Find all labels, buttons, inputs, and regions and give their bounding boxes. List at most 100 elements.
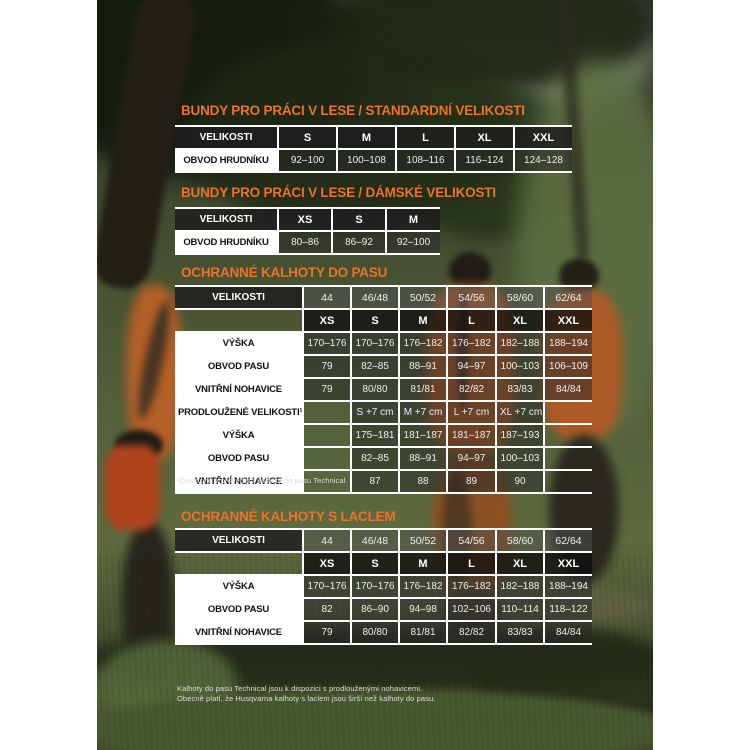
- value-cell: 87: [350, 469, 400, 494]
- size-header-cell: 50/52: [398, 528, 448, 553]
- value-cell: 188–194: [543, 331, 592, 356]
- chainsaw: [105, 445, 160, 530]
- size-header-cell: 62/64: [543, 285, 592, 310]
- page-footnotes: Kalhoty do pasu Technical jsou k dispozi…: [177, 684, 435, 704]
- value-cell: 80/80: [350, 620, 400, 645]
- value-cell: M +7 cm: [398, 400, 448, 425]
- row-label: VELIKOSTI: [175, 207, 279, 232]
- table-row: VÝŠKA 175–181 181–187 181–187 187–193: [175, 423, 592, 448]
- value-cell: 102–106: [446, 597, 497, 622]
- value-cell: 90: [495, 469, 545, 494]
- value-cell: 181–187: [398, 423, 448, 448]
- value-cell: 176–182: [446, 574, 497, 599]
- value-cell: 86–92: [331, 230, 387, 255]
- value-cell: 84/84: [543, 620, 592, 645]
- row-label: VNITŘNÍ NOHAVICE: [175, 469, 304, 494]
- empty-cell: [175, 551, 304, 576]
- size-header-cell: 58/60: [495, 528, 545, 553]
- size-letter-cell: S: [350, 551, 400, 576]
- value-cell: 100–108: [336, 148, 397, 173]
- size-header-cell: M: [336, 125, 397, 150]
- size-header-cell: 46/48: [350, 528, 400, 553]
- value-cell: 170–176: [302, 331, 352, 356]
- size-header-cell: S: [331, 207, 387, 232]
- table-row: VELIKOSTI S M L XL XXL: [175, 125, 572, 150]
- value-cell: 181–187: [446, 423, 497, 448]
- value-cell: XL +7 cm: [495, 400, 545, 425]
- value-cell: 81/81: [398, 620, 448, 645]
- table-row: VELIKOSTI 44 46/48 50/52 54/56 58/60 62/64: [175, 528, 592, 553]
- size-header-cell: M: [385, 207, 440, 232]
- value-cell: 170–176: [302, 574, 352, 599]
- row-label: VÝŠKA: [175, 331, 304, 356]
- size-letter-cell: XXL: [543, 308, 592, 333]
- table-row: PRODLOUŽENÉ VELIKOSTI¹ S +7 cm M +7 cm L +7…: [175, 400, 592, 425]
- size-header-cell: 44: [302, 528, 352, 553]
- row-label: OBVOD PASU: [175, 446, 304, 471]
- size-header-cell: S: [277, 125, 338, 150]
- size-letter-cell: S: [350, 308, 400, 333]
- row-label: OBVOD PASU: [175, 354, 304, 379]
- row-label: VÝŠKA: [175, 423, 304, 448]
- value-cell: 100–103: [495, 446, 545, 471]
- table-row: XS S M L XL XXL: [175, 551, 592, 576]
- value-cell: 182–188: [495, 331, 545, 356]
- value-cell: 175–181: [350, 423, 400, 448]
- size-header-cell: XXL: [513, 125, 572, 150]
- size-letter-cell: M: [398, 308, 448, 333]
- empty-cell: [543, 446, 592, 471]
- size-table-jackets-standard: VELIKOSTI S M L XL XXL OBVOD HRUDNÍKU 92–100 100…: [175, 125, 572, 173]
- value-cell: 80–86: [277, 230, 333, 255]
- row-label: VELIKOSTI: [175, 528, 304, 553]
- size-header-cell: XL: [454, 125, 515, 150]
- value-cell: 92–100: [277, 148, 338, 173]
- footnote-line: Obecně platí, že Husqvarna kalhoty s lac…: [177, 694, 436, 703]
- table-row: OBVOD PASU 79 82–85 88–91 94–97 100–103 106–10…: [175, 354, 592, 379]
- value-cell: 176–182: [398, 331, 448, 356]
- table-row: VNITŘNÍ NOHAVICE 87 88 89 90: [175, 469, 592, 494]
- row-label: OBVOD PASU: [175, 597, 304, 622]
- value-cell: 88–91: [398, 446, 448, 471]
- value-cell: 81/81: [398, 377, 448, 402]
- size-header-cell: XS: [277, 207, 333, 232]
- row-label: VNITŘNÍ NOHAVICE: [175, 377, 304, 402]
- value-cell: 82/82: [446, 620, 497, 645]
- table-row: OBVOD HRUDNÍKU 80–86 86–92 92–100: [175, 230, 440, 255]
- value-cell: S +7 cm: [350, 400, 400, 425]
- value-cell: 86–90: [350, 597, 400, 622]
- value-cell: 100–103: [495, 354, 545, 379]
- value-cell: 82–85: [350, 354, 400, 379]
- value-cell: 82/82: [446, 377, 497, 402]
- value-cell: 176–182: [398, 574, 448, 599]
- value-cell: 82–85: [350, 446, 400, 471]
- table-row: VELIKOSTI 44 46/48 50/52 54/56 58/60 62/64: [175, 285, 592, 310]
- value-cell: 88–91: [398, 354, 448, 379]
- size-header-cell: 54/56: [446, 528, 497, 553]
- table-row: VNITŘNÍ NOHAVICE 79 80/80 81/81 82/82 83/83 84…: [175, 620, 592, 645]
- size-header-cell: 44: [302, 285, 352, 310]
- value-cell: 83/83: [495, 620, 545, 645]
- value-cell: [302, 446, 352, 471]
- value-cell: 188–194: [543, 574, 592, 599]
- size-letter-cell: XS: [302, 308, 352, 333]
- table-row: OBVOD HRUDNÍKU 92–100 100–108 108–116 116–12…: [175, 148, 572, 173]
- value-cell: 106–109: [543, 354, 592, 379]
- value-cell: 79: [302, 377, 352, 402]
- value-cell: 80/80: [350, 377, 400, 402]
- foreground-grass: [97, 690, 653, 750]
- value-cell: 187–193: [495, 423, 545, 448]
- size-letter-cell: XL: [495, 551, 545, 576]
- value-cell: [302, 423, 352, 448]
- row-label: VELIKOSTI: [175, 285, 304, 310]
- empty-cell: [543, 400, 592, 425]
- value-cell: 182–188: [495, 574, 545, 599]
- value-cell: 110–114: [495, 597, 545, 622]
- size-letter-cell: M: [398, 551, 448, 576]
- size-header-cell: 54/56: [446, 285, 497, 310]
- empty-cell: [543, 469, 592, 494]
- size-table-waist-trousers: VELIKOSTI 44 46/48 50/52 54/56 58/60 62/64 XS S M…: [175, 285, 592, 494]
- size-letter-cell: XXL: [543, 551, 592, 576]
- table-row: XS S M L XL XXL: [175, 308, 592, 333]
- size-letter-cell: L: [446, 551, 497, 576]
